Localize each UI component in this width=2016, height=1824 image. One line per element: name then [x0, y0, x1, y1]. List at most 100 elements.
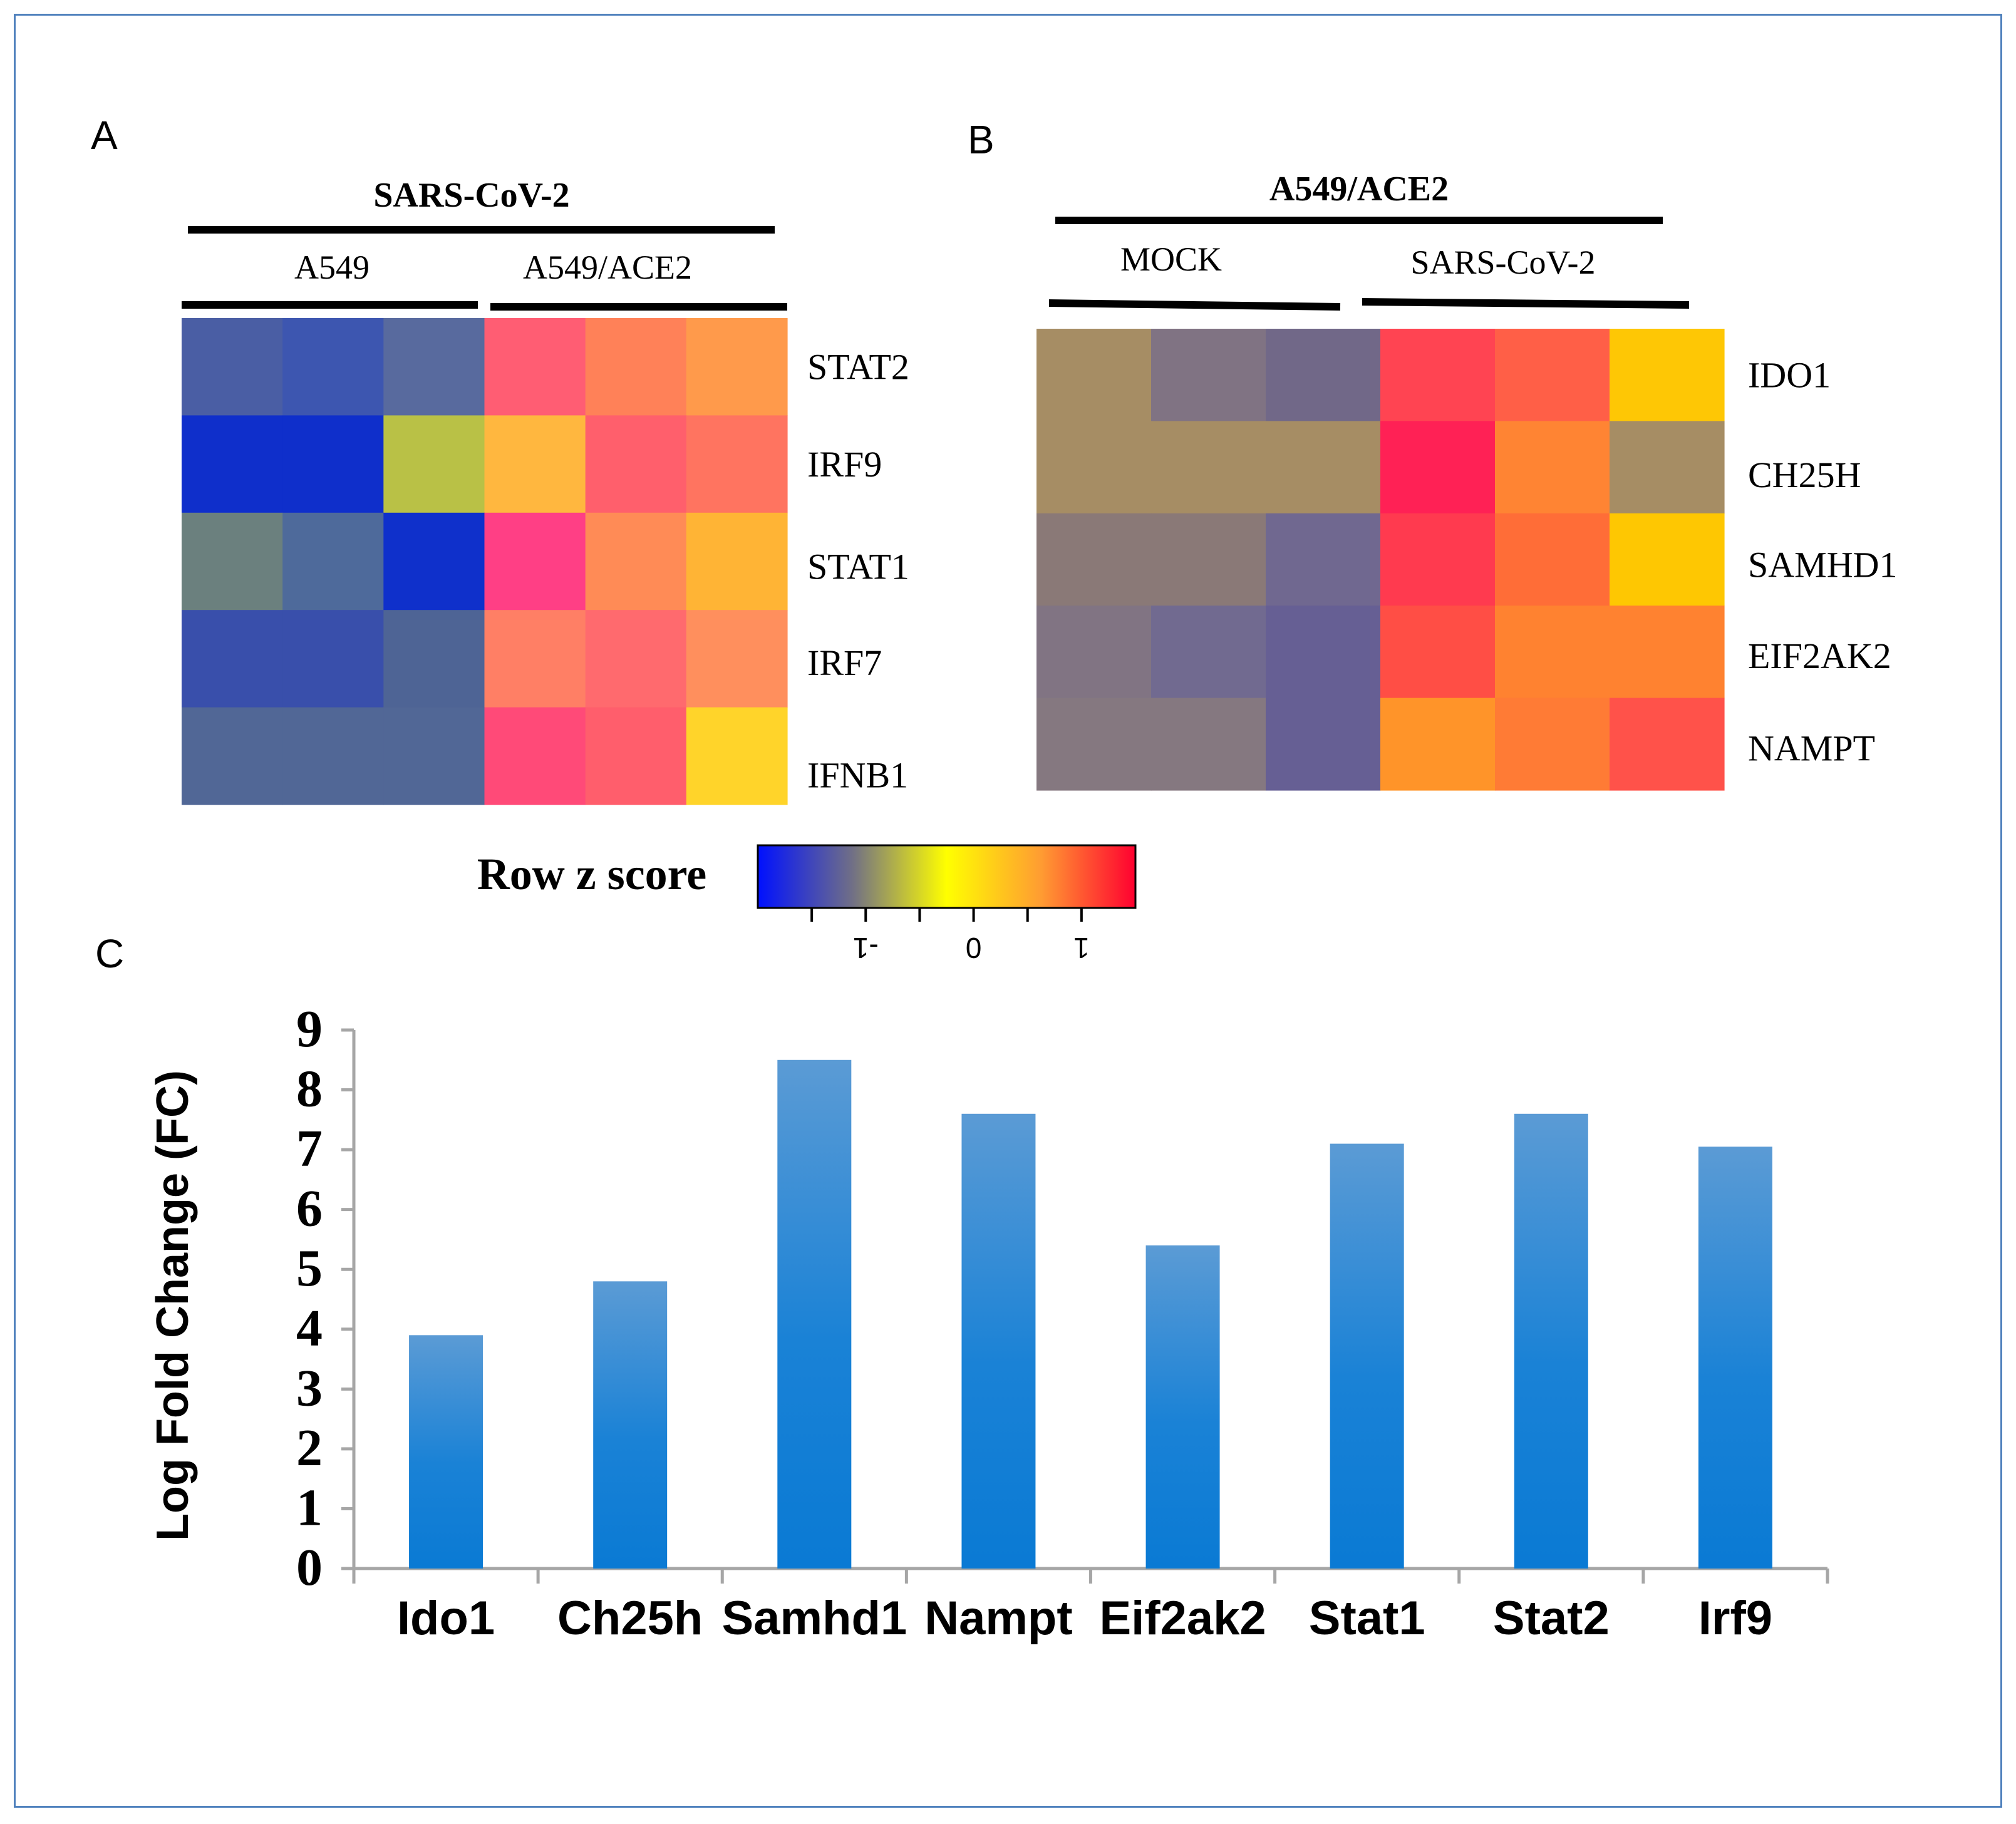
heatmap-cell — [383, 707, 485, 805]
heatmap-cell — [1266, 605, 1381, 699]
heatmap-cell — [1610, 329, 1725, 421]
y-tick-label: 5 — [296, 1239, 323, 1297]
heatmap-cell — [282, 512, 384, 611]
heatmap-cell — [1495, 605, 1610, 699]
bar-irf9 — [1698, 1146, 1772, 1569]
colorbar-tick-label: 1 — [1073, 932, 1090, 964]
heatmap-cell — [1380, 421, 1496, 514]
heatmap-cell — [383, 415, 485, 513]
colorbar-title: Row z score — [477, 849, 707, 899]
heatmap-b: IDO1 CH25H SAMHD1 EIF2AK2 NAMPT — [1036, 329, 1898, 791]
panel-label-c: C — [95, 931, 124, 976]
heatmap-cell — [383, 512, 485, 611]
heatmap-cell — [182, 707, 283, 805]
x-tick-label: Irf9 — [1698, 1592, 1772, 1645]
heatmap-cell — [182, 512, 283, 611]
panel-label-b: B — [968, 117, 995, 162]
heatmap-row-label: IDO1 — [1748, 355, 1831, 396]
heatmap-a-subgroup-2: A549/ACE2 — [523, 249, 692, 286]
y-tick-label: 6 — [296, 1180, 323, 1238]
heatmap-cell — [1380, 698, 1496, 791]
heatmap-a-subgroup-1: A549 — [294, 249, 370, 286]
x-tick-label: Ido1 — [397, 1592, 495, 1645]
heatmap-cell — [1036, 605, 1152, 699]
x-tick-label: Ch25h — [557, 1592, 703, 1645]
heatmap-cell — [1266, 698, 1381, 791]
heatmap-cell — [686, 610, 788, 708]
colorbar: -1 0 1 — [757, 844, 1137, 964]
y-tick-label: 7 — [296, 1120, 323, 1178]
colorbar-tick-label: -1 — [853, 932, 879, 964]
heatmap-cell — [282, 415, 384, 513]
heatmap-cell — [1266, 513, 1381, 606]
heatmap-cell — [1036, 421, 1152, 514]
heatmap-b-subgroup-2: SARS-CoV-2 — [1410, 244, 1595, 281]
heatmap-cell — [1380, 513, 1496, 606]
bar-samhd1 — [777, 1059, 852, 1569]
bar-stat2 — [1514, 1113, 1588, 1569]
heatmap-cell — [686, 415, 788, 513]
heatmap-cell — [1151, 513, 1266, 606]
heatmap-cell — [1495, 329, 1610, 421]
heatmap-cell — [1151, 605, 1266, 699]
heatmap-cell — [1151, 421, 1266, 514]
heatmap-cell — [585, 610, 687, 708]
x-tick-label: Stat2 — [1493, 1592, 1610, 1645]
x-tick-label: Nampt — [924, 1592, 1072, 1645]
heatmap-cell — [1495, 421, 1610, 514]
bar-ch25h — [593, 1281, 668, 1569]
heatmap-cell — [282, 707, 384, 805]
heatmap-cell — [383, 610, 485, 708]
colorbar-tick-label: 0 — [966, 932, 982, 964]
heatmap-cell — [282, 318, 384, 416]
heatmap-cell — [1036, 513, 1152, 606]
heatmap-row-label: IRF9 — [807, 444, 882, 485]
heatmap-cell — [182, 415, 283, 513]
heatmap-cell — [282, 610, 384, 708]
heatmap-cell — [1610, 605, 1725, 699]
heatmap-cell — [686, 318, 788, 416]
y-tick-label: 2 — [296, 1419, 323, 1477]
y-tick-label: 0 — [296, 1538, 323, 1597]
heatmap-row-label: SAMHD1 — [1748, 545, 1898, 585]
heatmap-a-group-label: SARS-CoV-2 — [373, 176, 569, 215]
heatmap-row-label: STAT2 — [807, 347, 909, 388]
heatmap-row-label: CH25H — [1748, 455, 1861, 495]
colorbar-gradient — [757, 844, 1137, 909]
heatmap-row-label: IRF7 — [807, 642, 882, 683]
heatmap-cell — [1610, 513, 1725, 606]
heatmap-cell — [484, 318, 586, 416]
heatmap-cell — [484, 610, 586, 708]
heatmap-cell — [1266, 421, 1381, 514]
heatmap-cell — [1495, 698, 1610, 791]
heatmap-b-subgroup-1-bracket — [1048, 299, 1341, 311]
heatmap-row-label: EIF2AK2 — [1748, 636, 1891, 676]
heatmap-cell — [686, 512, 788, 611]
panel-label-a: A — [91, 113, 118, 158]
bar-stat1 — [1330, 1143, 1404, 1569]
x-tick-label: Eif2ak2 — [1099, 1592, 1266, 1645]
heatmap-row-label: NAMPT — [1748, 728, 1875, 768]
heatmap-cell — [1380, 329, 1496, 421]
heatmap-cell — [1151, 698, 1266, 791]
heatmap-b-subgroup-1: MOCK — [1120, 240, 1222, 278]
heatmap-cell — [1610, 421, 1725, 514]
y-tick-label: 3 — [296, 1359, 323, 1417]
figure-border — [14, 14, 2002, 1808]
y-tick-label: 8 — [296, 1060, 323, 1118]
x-tick-label: Stat1 — [1309, 1592, 1425, 1645]
heatmap-a: STAT2 IRF9 STAT1 IRF7 IFNB1 — [182, 318, 909, 805]
heatmap-cell — [484, 707, 586, 805]
heatmap-cell — [1151, 329, 1266, 421]
x-tick-label: Samhd1 — [721, 1592, 907, 1645]
heatmap-cell — [1380, 605, 1496, 699]
bar-eif2ak2 — [1145, 1245, 1220, 1569]
heatmap-cell — [182, 610, 283, 708]
y-axis-label: Log Fold Change (FC) — [148, 1070, 198, 1541]
heatmap-cell — [686, 707, 788, 805]
heatmap-cell — [585, 512, 687, 611]
bar-nampt — [961, 1113, 1036, 1569]
heatmap-b-group-label: A549/ACE2 — [1269, 170, 1449, 209]
